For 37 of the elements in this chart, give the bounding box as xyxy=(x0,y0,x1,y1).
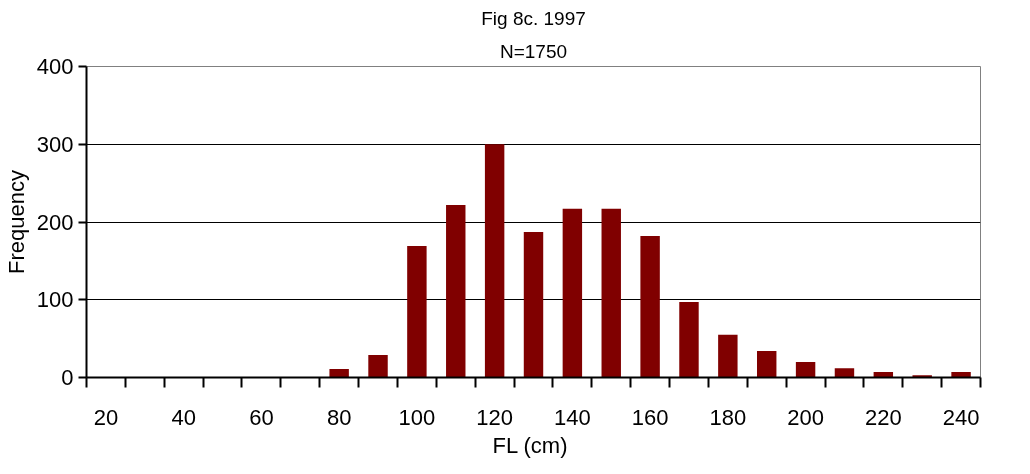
bar xyxy=(951,372,971,378)
y-tick-label: 100 xyxy=(36,287,74,313)
bar xyxy=(446,204,466,378)
bar xyxy=(873,372,894,378)
chart-subtitle: N=1750 xyxy=(499,40,568,62)
x-tick-label: 200 xyxy=(787,404,824,430)
bar xyxy=(329,368,349,378)
bar xyxy=(523,232,544,378)
bar xyxy=(562,208,583,378)
bar xyxy=(718,334,738,378)
x-tick-label: 80 xyxy=(326,404,352,430)
x-tick-label: 20 xyxy=(93,404,119,430)
x-tick-label: 120 xyxy=(476,404,513,430)
bar xyxy=(757,351,777,378)
y-tick-label: 300 xyxy=(36,131,74,157)
bar xyxy=(795,361,816,378)
x-tick-label: 220 xyxy=(864,404,902,430)
bar xyxy=(679,302,699,378)
x-tick-label: 100 xyxy=(398,404,436,430)
x-tick-label: 160 xyxy=(631,404,669,430)
x-tick-label: 140 xyxy=(554,404,591,430)
bar xyxy=(368,354,388,378)
bar xyxy=(601,208,621,378)
y-axis-title: Frequency xyxy=(3,170,29,274)
y-tick-label: 200 xyxy=(36,209,74,235)
chart-title: Fig 8c. 1997 xyxy=(481,7,586,29)
x-tick-label: 180 xyxy=(709,404,747,430)
x-tick-label: 240 xyxy=(942,404,980,430)
y-tick-label: 0 xyxy=(61,365,74,390)
y-tick-label: 400 xyxy=(36,54,74,79)
bar xyxy=(484,144,505,378)
x-tick-label: 60 xyxy=(249,404,274,430)
bar xyxy=(834,368,855,378)
x-axis-title: FL (cm) xyxy=(492,432,568,458)
x-tick-label: 40 xyxy=(171,404,196,430)
bar xyxy=(407,246,427,378)
bar xyxy=(640,235,660,378)
